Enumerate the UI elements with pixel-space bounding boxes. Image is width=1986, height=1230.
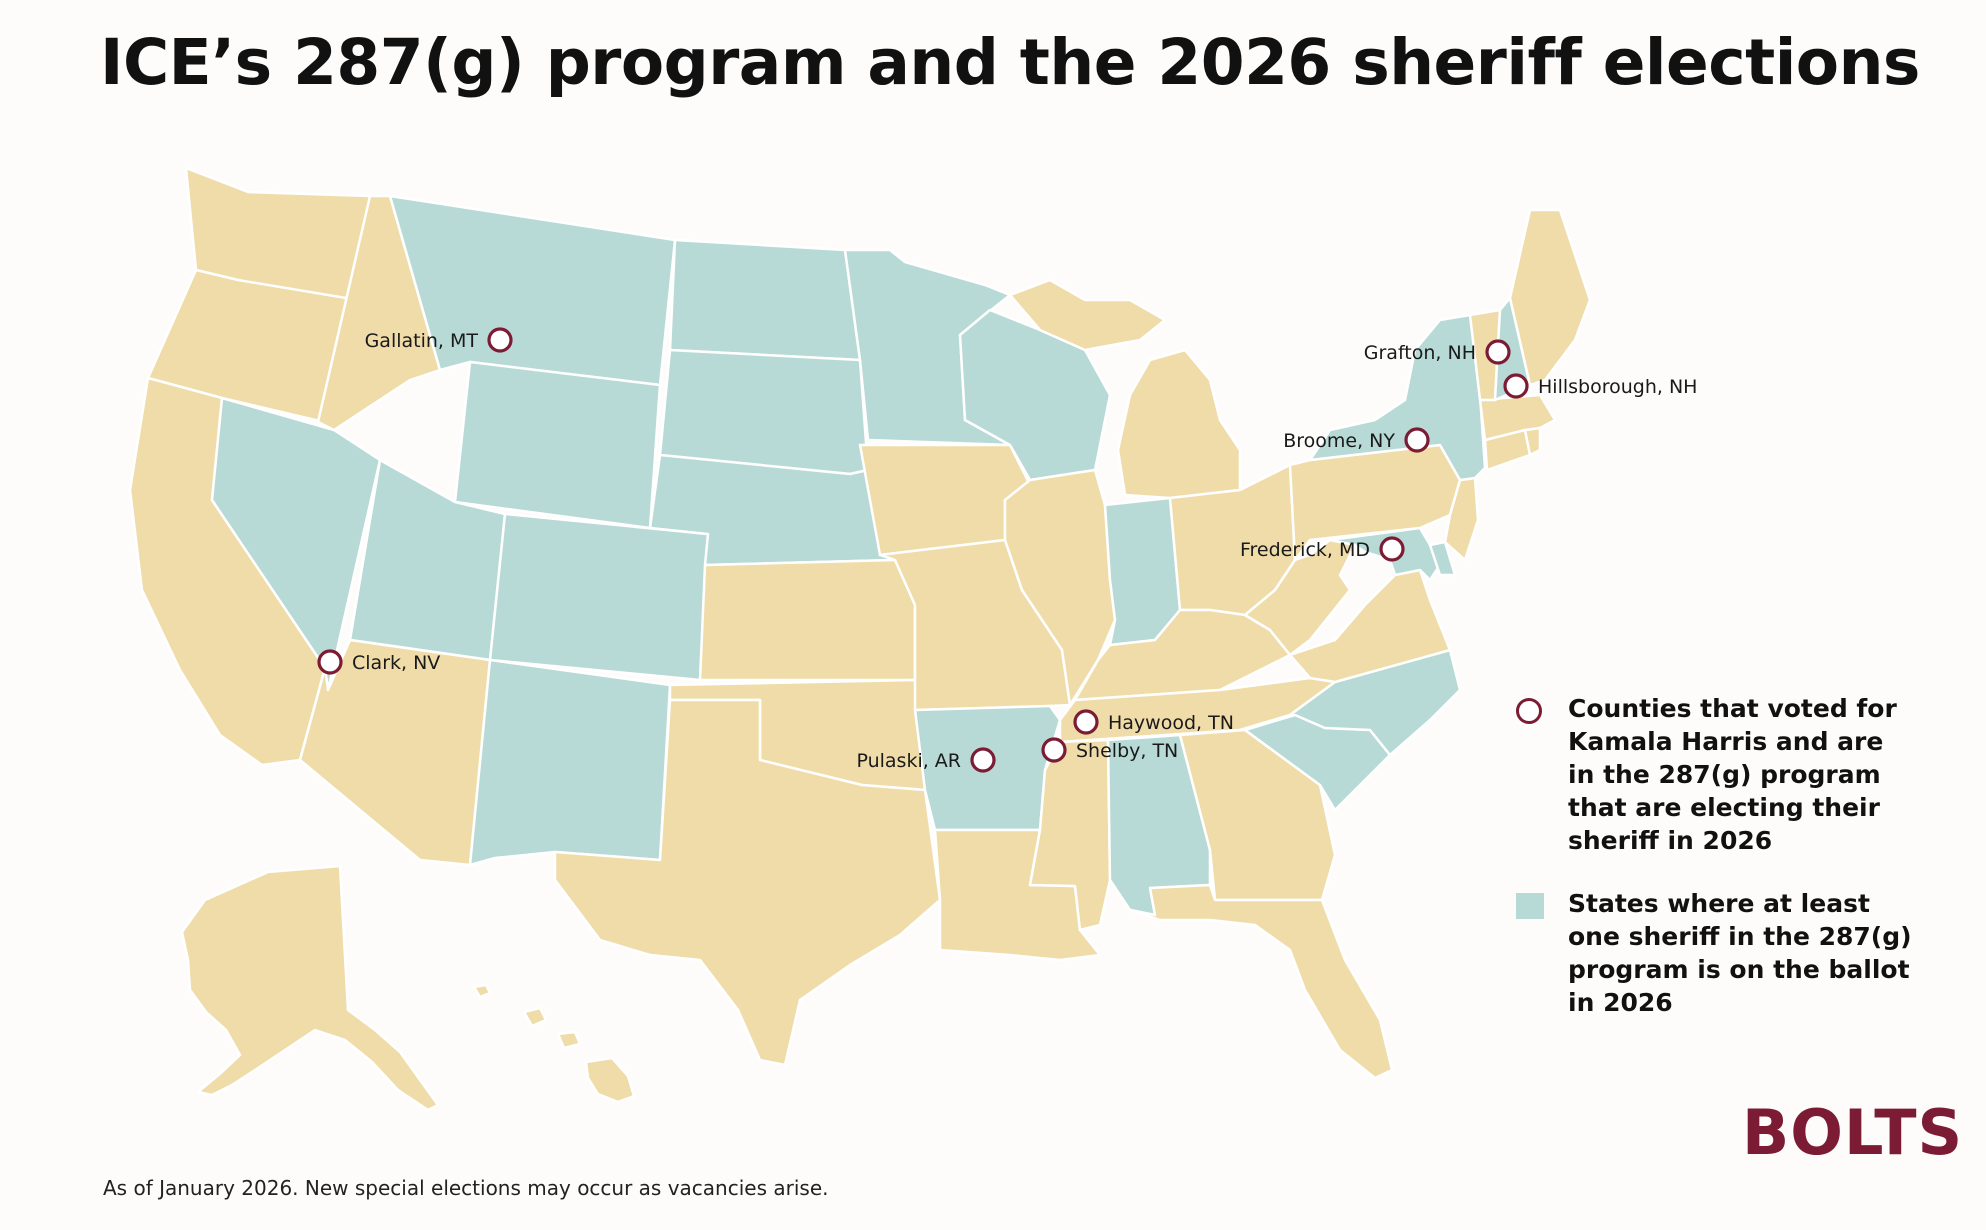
massachusetts [1478, 393, 1557, 442]
kansas [698, 558, 917, 682]
alaska [180, 864, 440, 1112]
legend-item-states: States where at least one sheriff in the… [1516, 887, 1916, 1019]
legend-states-text: States where at least one sheriff in the… [1568, 889, 1912, 1017]
county-marker-gallatin-mt: Gallatin, MT [365, 327, 513, 353]
state-swatch-icon [1516, 893, 1544, 919]
county-label: Haywood, TN [1108, 712, 1234, 734]
virginia [1288, 568, 1452, 684]
south-dakota [658, 348, 870, 476]
texas [553, 698, 942, 1067]
county-marker-hillsborough-nh: Hillsborough, NH [1503, 373, 1697, 399]
florida [1128, 883, 1394, 1080]
bolts-logo: BOLTS [1742, 1096, 1964, 1169]
county-label: Shelby, TN [1076, 740, 1178, 762]
county-label: Gallatin, MT [365, 330, 479, 352]
hawaii [472, 983, 636, 1104]
county-marker-shelby-tn: Shelby, TN [1041, 737, 1178, 763]
north-carolina [1238, 648, 1462, 757]
county-marker-haywood-tn: Haywood, TN [1073, 709, 1234, 735]
county-marker-clark-nv: Clark, NV [317, 649, 440, 675]
west-virginia [1243, 538, 1357, 657]
wyoming [453, 360, 662, 530]
county-circle-icon [1516, 698, 1542, 724]
county-label: Broome, NY [1283, 430, 1395, 452]
county-label: Grafton, NH [1364, 342, 1476, 364]
page-title: ICE’s 287(g) program and the 2026 sherif… [100, 26, 1920, 99]
county-marker-frederick-md: Frederick, MD [1240, 536, 1405, 562]
delaware [1428, 540, 1457, 577]
michigan-up [1008, 278, 1167, 352]
county-label: Clark, NV [352, 652, 440, 674]
north-dakota [668, 238, 862, 362]
county-label: Frederick, MD [1240, 539, 1370, 561]
legend-item-counties: Counties that voted for Kamala Harris an… [1516, 692, 1916, 857]
wisconsin [958, 308, 1112, 482]
footnote: As of January 2026. New special election… [103, 1176, 829, 1200]
michigan-lp [1116, 348, 1242, 500]
county-marker-grafton-nh: Grafton, NH [1364, 339, 1511, 365]
legend-counties-text: Counties that voted for Kamala Harris an… [1568, 694, 1897, 855]
county-marker-broome-ny: Broome, NY [1283, 427, 1430, 453]
new-mexico [468, 658, 672, 867]
county-marker-pulaski-ar: Pulaski, AR [856, 747, 996, 773]
county-label: Pulaski, AR [856, 750, 961, 772]
maine [1508, 208, 1592, 387]
county-label: Hillsborough, NH [1538, 376, 1697, 398]
colorado [488, 512, 710, 682]
legend: Counties that voted for Kamala Harris an… [1516, 692, 1916, 1049]
